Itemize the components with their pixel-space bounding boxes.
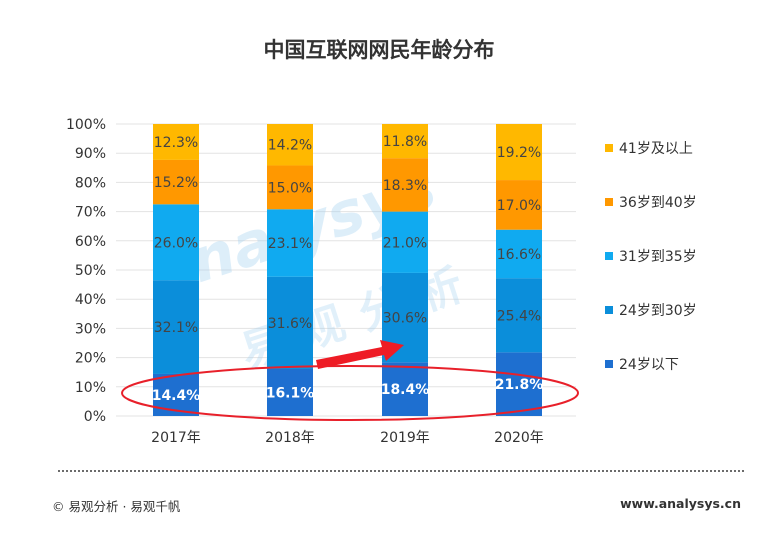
x-tick-label: 2020年 (494, 430, 544, 446)
legend-swatch (605, 198, 613, 206)
y-tick-label: 0% (84, 409, 106, 425)
x-tick-label: 2018年 (265, 430, 315, 446)
y-tick-label: 50% (75, 263, 106, 279)
highlight-ellipse (121, 365, 579, 421)
legend-label: 24岁到30岁 (619, 303, 697, 319)
data-label: 16.1% (266, 385, 315, 401)
legend-label: 24岁以下 (619, 357, 679, 373)
data-label: 23.1% (268, 236, 312, 252)
bar-segment (496, 278, 542, 353)
bar-segment (267, 276, 313, 369)
bar-segment (267, 209, 313, 277)
legend-label: 36岁到40岁 (619, 195, 697, 211)
bar-segment (496, 352, 542, 416)
y-tick-label: 20% (75, 351, 106, 367)
data-label: 14.4% (152, 388, 201, 404)
data-label: 16.6% (497, 247, 541, 263)
bar-segment (153, 159, 199, 205)
bar-segment (496, 229, 542, 279)
data-label: 18.4% (381, 382, 430, 398)
y-tick-label: 40% (75, 292, 106, 308)
legend-label: 31岁到35岁 (619, 249, 697, 265)
data-label: 26.0% (154, 235, 198, 251)
bar-segment (382, 362, 428, 416)
bar-segment (267, 368, 313, 416)
bar-segment (496, 180, 542, 230)
bar-segment (382, 211, 428, 273)
bar-segment (153, 280, 199, 374)
y-tick-label: 60% (75, 234, 106, 250)
y-tick-label: 90% (75, 146, 106, 162)
footer-divider (58, 470, 744, 472)
legend-swatch (605, 306, 613, 314)
bar-segment (382, 124, 428, 159)
legend-swatch (605, 252, 613, 260)
y-tick-label: 10% (75, 380, 106, 396)
bar-segment (153, 124, 199, 160)
data-label: 12.3% (154, 135, 198, 151)
x-tick-label: 2019年 (380, 430, 430, 446)
bar-segment (382, 158, 428, 212)
data-label: 14.2% (268, 138, 312, 154)
data-label: 11.8% (383, 134, 427, 150)
data-label: 21.0% (383, 235, 427, 251)
footer-source: © 易观分析 · 易观千帆 (52, 499, 181, 514)
data-label: 19.2% (497, 145, 541, 161)
data-label: 18.3% (383, 178, 427, 194)
data-label: 17.0% (497, 198, 541, 214)
y-tick-label: 70% (75, 205, 106, 221)
data-label: 25.4% (497, 308, 541, 324)
bar-segment (267, 165, 313, 210)
data-label: 30.6% (383, 311, 427, 327)
data-label: 15.2% (154, 175, 198, 191)
legend-swatch (605, 360, 613, 368)
bar-segment (496, 124, 542, 181)
y-tick-label: 100% (66, 117, 106, 133)
bar-segment (267, 124, 313, 166)
legend-swatch (605, 144, 613, 152)
y-tick-label: 30% (75, 321, 106, 337)
x-tick-label: 2017年 (151, 430, 201, 446)
data-label: 31.6% (268, 316, 312, 332)
legend-label: 41岁及以上 (619, 141, 693, 157)
data-label: 15.0% (268, 180, 312, 196)
data-label: 21.8% (495, 377, 544, 393)
data-label: 32.1% (154, 320, 198, 336)
bar-segment (153, 204, 199, 281)
footer-website: www.analysys.cn (620, 496, 741, 511)
trend-arrow (316, 340, 404, 369)
y-tick-label: 80% (75, 175, 106, 191)
chart-title: 中国互联网网民年龄分布 (263, 38, 495, 62)
